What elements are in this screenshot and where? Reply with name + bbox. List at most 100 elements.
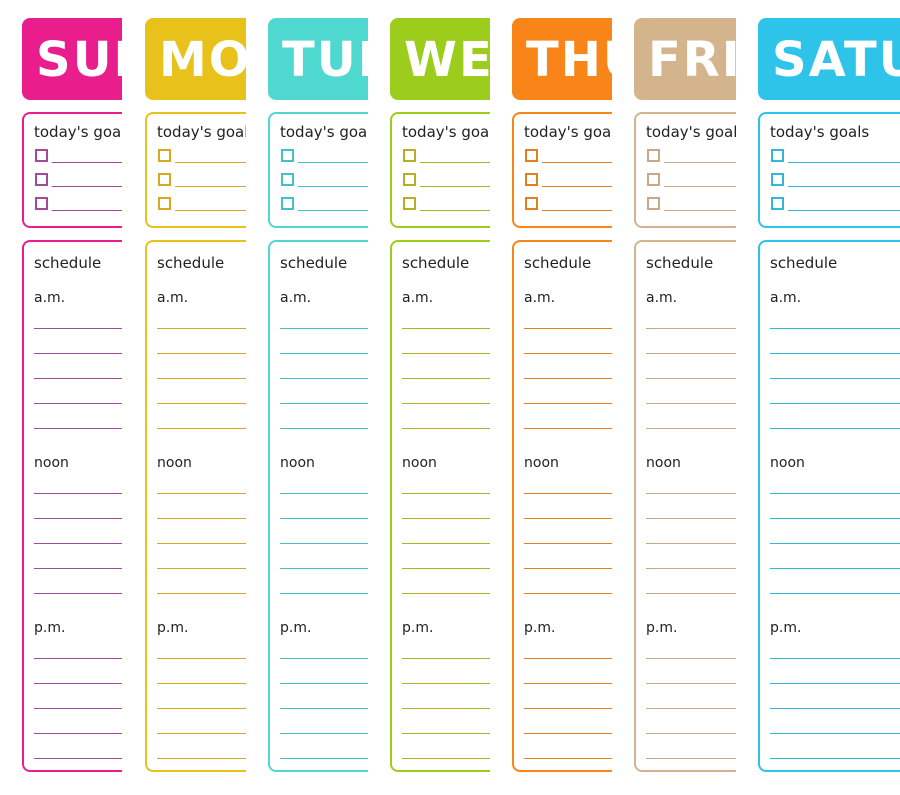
schedule-line [280, 428, 368, 429]
goals-box: today's goals [758, 112, 900, 228]
goals-box: today's goals [634, 112, 736, 228]
schedule-line [770, 403, 900, 404]
schedule-line [402, 708, 490, 709]
schedule-line [34, 493, 122, 494]
schedule-line [524, 518, 612, 519]
schedule-line [34, 543, 122, 544]
checkbox [771, 173, 784, 186]
schedule-box: schedule a.m. noon p.m. [22, 240, 122, 772]
schedule-line [402, 658, 490, 659]
schedule-line [770, 428, 900, 429]
schedule-line [280, 378, 368, 379]
goal-line [175, 210, 246, 211]
day-header: TUE [268, 18, 368, 100]
checkbox [403, 197, 416, 210]
day-column: SUN today's goals schedule a.m. noon p.m. [22, 0, 122, 795]
goals-box: today's goals [22, 112, 122, 228]
section-label: noon [646, 455, 681, 471]
section-label: noon [157, 455, 192, 471]
schedule-line [524, 543, 612, 544]
day-header: MO [145, 18, 246, 100]
schedule-box: schedule a.m. noon p.m. [145, 240, 246, 772]
schedule-line [402, 518, 490, 519]
schedule-line [157, 353, 246, 354]
day-column: TUE today's goals schedule a.m. noon p.m. [268, 0, 368, 795]
goal-line [52, 162, 122, 163]
day-header: SUN [22, 18, 122, 100]
schedule-box: schedule a.m. noon p.m. [758, 240, 900, 772]
schedule-box: schedule a.m. noon p.m. [390, 240, 490, 772]
schedule-label: schedule [524, 254, 592, 272]
day-column: MO today's goals schedule a.m. noon p.m. [145, 0, 246, 795]
goal-line [542, 210, 612, 211]
schedule-line [280, 543, 368, 544]
schedule-line [280, 758, 368, 759]
checkbox [403, 149, 416, 162]
schedule-line [157, 733, 246, 734]
checkbox [647, 197, 660, 210]
goals-box: today's goals [145, 112, 246, 228]
schedule-line [646, 708, 736, 709]
schedule-line [524, 758, 612, 759]
schedule-line [34, 593, 122, 594]
goal-line [542, 162, 612, 163]
schedule-label: schedule [34, 254, 102, 272]
schedule-line [646, 378, 736, 379]
schedule-line [402, 428, 490, 429]
checkbox [771, 149, 784, 162]
schedule-line [402, 733, 490, 734]
day-header: SATU [758, 18, 900, 100]
schedule-line [280, 403, 368, 404]
section-label: a.m. [524, 290, 556, 306]
goals-box: today's goals [268, 112, 368, 228]
schedule-line [770, 493, 900, 494]
schedule-line [646, 518, 736, 519]
goal-line [788, 210, 900, 211]
schedule-line [646, 353, 736, 354]
goals-box: today's goals [390, 112, 490, 228]
goal-line [298, 186, 368, 187]
section-label: a.m. [157, 290, 189, 306]
goals-label: today's goals [770, 123, 870, 141]
day-name: SATU [772, 32, 900, 88]
schedule-line [770, 378, 900, 379]
schedule-line [34, 428, 122, 429]
schedule-line [646, 403, 736, 404]
section-label: noon [770, 455, 805, 471]
section-label: p.m. [280, 620, 312, 636]
schedule-line [646, 683, 736, 684]
section-label: a.m. [770, 290, 802, 306]
goal-line [420, 162, 490, 163]
schedule-line [280, 658, 368, 659]
checkbox [158, 149, 171, 162]
schedule-line [770, 568, 900, 569]
schedule-line [34, 328, 122, 329]
schedule-line [280, 353, 368, 354]
schedule-line [402, 758, 490, 759]
schedule-line [646, 758, 736, 759]
schedule-line [157, 658, 246, 659]
schedule-line [646, 733, 736, 734]
schedule-line [34, 568, 122, 569]
schedule-line [524, 353, 612, 354]
goal-line [664, 162, 736, 163]
schedule-box: schedule a.m. noon p.m. [634, 240, 736, 772]
schedule-line [157, 493, 246, 494]
day-column: FRI today's goals schedule a.m. noon p.m. [634, 0, 736, 795]
goal-line [788, 186, 900, 187]
section-label: a.m. [280, 290, 312, 306]
goals-label: today's goals [157, 123, 246, 141]
schedule-line [646, 568, 736, 569]
section-label: a.m. [34, 290, 66, 306]
schedule-line [524, 428, 612, 429]
schedule-line [402, 353, 490, 354]
checkbox [647, 149, 660, 162]
schedule-line [402, 403, 490, 404]
checkbox [35, 197, 48, 210]
goal-line [542, 186, 612, 187]
checkbox [35, 149, 48, 162]
goal-line [52, 186, 122, 187]
schedule-line [157, 403, 246, 404]
schedule-line [646, 493, 736, 494]
schedule-line [280, 568, 368, 569]
